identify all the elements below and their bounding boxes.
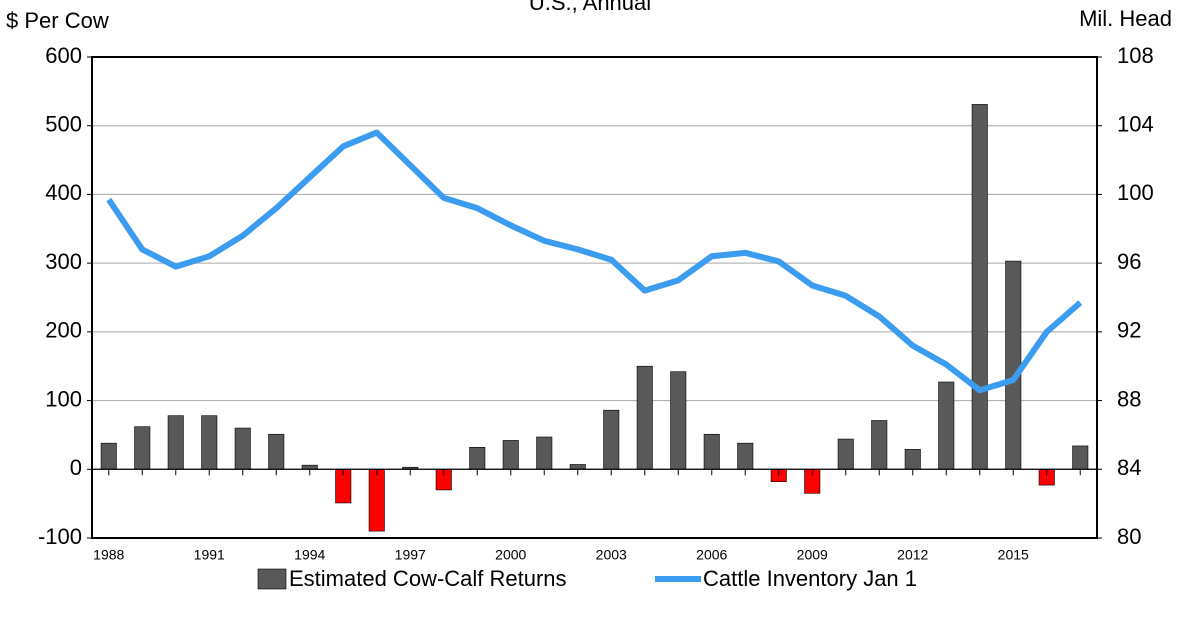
x-tick-label: 2015 xyxy=(998,547,1029,563)
bar xyxy=(469,446,486,470)
bar xyxy=(167,415,184,470)
bar xyxy=(871,420,888,470)
y-tick-label: 600 xyxy=(45,43,82,68)
x-tick-label: 1997 xyxy=(395,547,426,563)
bar xyxy=(670,371,687,470)
bar xyxy=(502,440,519,470)
y-tick-label: 300 xyxy=(45,249,82,274)
x-tick-label: 1994 xyxy=(294,547,325,563)
bar xyxy=(1005,260,1022,470)
y2-tick-label: 96 xyxy=(1117,249,1141,274)
x-tick-label: 1988 xyxy=(93,547,124,563)
x-tick-label: 2003 xyxy=(596,547,627,563)
line xyxy=(106,129,1083,394)
bar xyxy=(737,442,754,470)
y2-tick-label: 84 xyxy=(1117,455,1141,480)
y2-axis-label: Mil. Head xyxy=(1079,6,1172,31)
bar xyxy=(100,442,117,470)
y-tick-label: 200 xyxy=(45,318,82,343)
bar xyxy=(971,104,988,470)
x-tick-label: 2012 xyxy=(897,547,928,563)
y-tick-label: 0 xyxy=(70,455,82,480)
bar xyxy=(134,426,151,470)
bar xyxy=(569,464,586,470)
legend-label: Estimated Cow-Calf Returns xyxy=(289,566,567,591)
bar xyxy=(938,381,955,470)
y-tick-label: 500 xyxy=(45,112,82,137)
bar xyxy=(636,365,653,470)
legend-label: Cattle Inventory Jan 1 xyxy=(703,566,917,591)
chart-title: U.S., Annual xyxy=(529,0,651,15)
y-tick-label: -100 xyxy=(38,524,82,549)
y2-tick-label: 108 xyxy=(1117,43,1154,68)
x-tick-label: 2009 xyxy=(797,547,828,563)
bar xyxy=(1072,445,1089,470)
y-tick-label: 100 xyxy=(45,386,82,411)
x-tick-label: 2000 xyxy=(495,547,526,563)
y2-tick-label: 88 xyxy=(1117,386,1141,411)
y2-tick-label: 92 xyxy=(1117,318,1141,343)
x-tick-label: 1991 xyxy=(194,547,225,563)
bar xyxy=(703,433,720,470)
y-tick-label: 400 xyxy=(45,180,82,205)
bar xyxy=(837,438,854,470)
y2-tick-label: 80 xyxy=(1117,524,1141,549)
y2-tick-label: 104 xyxy=(1117,112,1154,137)
y2-tick-label: 100 xyxy=(1117,180,1154,205)
bar xyxy=(368,468,385,532)
bar xyxy=(234,427,251,470)
bar xyxy=(201,415,218,470)
bar xyxy=(536,436,553,470)
plot-frame xyxy=(91,56,1098,539)
bar xyxy=(904,449,921,470)
bar xyxy=(301,464,318,470)
x-tick-label: 2006 xyxy=(696,547,727,563)
bar xyxy=(268,433,285,470)
bar xyxy=(603,409,620,470)
legend-swatch xyxy=(257,568,287,590)
y-axis-label: $ Per Cow xyxy=(6,8,109,33)
